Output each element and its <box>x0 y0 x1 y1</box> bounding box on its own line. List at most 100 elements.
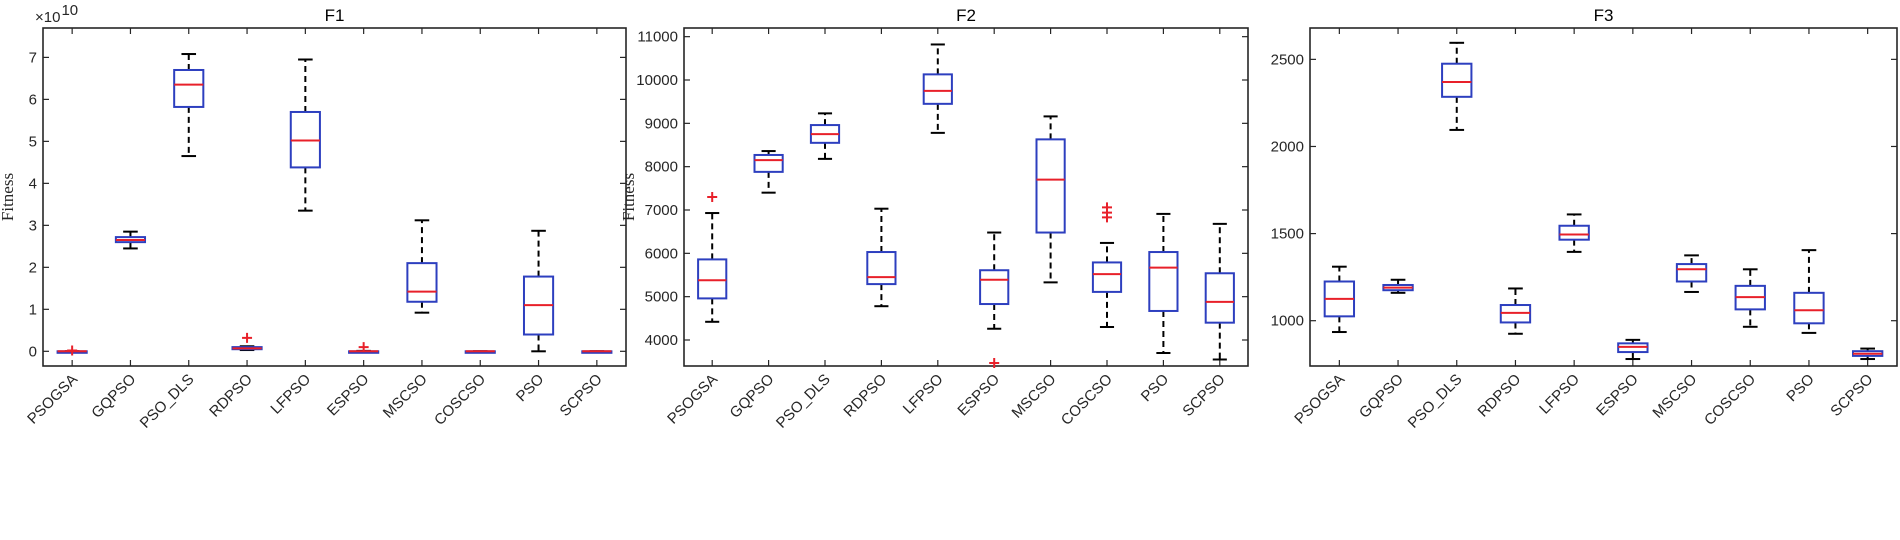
box-scpso <box>1851 347 1884 361</box>
box-lfpso <box>289 58 321 212</box>
box-psogsa <box>1323 265 1356 334</box>
iqr-box <box>979 269 1010 306</box>
x-tick-label: GQPSO <box>88 371 139 422</box>
x-tick-label: PSO_DLS <box>137 371 198 432</box>
y-axis-label: Fitness <box>619 173 638 221</box>
box-espso <box>348 342 380 354</box>
y-tick-label: 5 <box>29 133 37 150</box>
y-tick-label: 2 <box>29 259 37 276</box>
box-mscso <box>406 219 438 314</box>
x-tick-label: PSOGSA <box>1291 371 1348 428</box>
iqr-box <box>1148 251 1179 312</box>
y-tick-label: 5000 <box>645 289 678 306</box>
x-tick-label: ESPSO <box>324 371 373 420</box>
y-tick-label: 6000 <box>645 245 678 262</box>
box-lfpso <box>1558 213 1590 253</box>
x-tick-label: PSOGSA <box>24 371 81 428</box>
x-tick-label: MSCSO <box>380 371 431 422</box>
box-coscso <box>1091 202 1123 328</box>
x-tick-label: COSCSO <box>1701 371 1759 429</box>
outlier-marker <box>1102 202 1112 213</box>
outlier-marker <box>989 357 1000 368</box>
box-espso <box>1617 338 1649 361</box>
y-tick-label: 0 <box>29 343 37 360</box>
box-gqpso <box>114 230 147 250</box>
y-tick-label: 7000 <box>645 202 678 219</box>
box-lfpso <box>922 43 953 134</box>
chart-title: F1 <box>325 6 345 25</box>
y-tick-label: 4000 <box>645 332 678 349</box>
x-tick-label: SCPSO <box>1179 371 1228 420</box>
iqr-box <box>1091 261 1123 293</box>
x-tick-label: COSCSO <box>431 371 489 429</box>
x-tick-label: PSO <box>1138 371 1172 405</box>
y-tick-label: 1 <box>29 301 37 318</box>
x-tick-label: PSO_DLS <box>1405 371 1466 432</box>
iqr-box <box>1793 291 1825 325</box>
x-tick-label: ESPSO <box>1593 371 1642 420</box>
box-rdpso <box>866 207 897 308</box>
iqr-box <box>1558 224 1590 241</box>
outlier-marker <box>358 342 369 353</box>
box-mscso <box>1035 115 1066 284</box>
x-tick-label: GQPSO <box>727 371 778 422</box>
plot-frame <box>42 27 627 367</box>
plot-frame <box>1309 27 1898 367</box>
x-tick-label: MSCSO <box>1009 371 1060 422</box>
iqr-box <box>753 153 784 173</box>
x-tick-label: LFPSO <box>900 371 947 418</box>
chart-2: F2 4000 5000 6000 7000 8000 9000 10000 11000 Fitn… <box>619 6 1249 432</box>
outlier-marker <box>242 332 253 343</box>
box-mscso <box>1675 254 1708 293</box>
y-tick-label: 2000 <box>1271 138 1304 155</box>
x-tick-label: PSO <box>1783 371 1817 405</box>
box-pso-dls <box>1441 41 1473 131</box>
x-tick-label: GQPSO <box>1356 371 1407 422</box>
iqr-box <box>697 258 728 300</box>
y-tick-label: 9000 <box>645 115 678 132</box>
y-tick-label: 1500 <box>1271 226 1304 243</box>
box-gqpso <box>753 150 784 194</box>
x-tick-label: ESPSO <box>954 371 1003 420</box>
box-psogsa <box>697 192 728 323</box>
box-pso <box>522 229 555 353</box>
y-axis-label: Fitness <box>0 173 17 221</box>
x-tick-label: RDPSO <box>840 371 890 421</box>
x-tick-label: PSOGSA <box>664 371 721 428</box>
iqr-box <box>173 68 205 108</box>
outlier-marker <box>707 192 718 202</box>
y-tick-label: 2500 <box>1271 51 1304 68</box>
x-tick-label: MSCSO <box>1649 371 1700 422</box>
chart-1: F1 ×10 10 0 1 2 3 4 5 6 7 Fitness PSOGSA GQPSOPSO_DLS… <box>0 2 627 432</box>
y-tick-label: 3 <box>29 217 37 234</box>
iqr-box <box>866 251 897 286</box>
x-tick-label: RDPSO <box>206 371 256 421</box>
iqr-box <box>1675 263 1708 283</box>
x-tick-label: PSO <box>513 371 547 405</box>
x-tick-label: RDPSO <box>1475 371 1525 421</box>
iqr-box <box>922 73 953 105</box>
box-espso <box>979 231 1010 368</box>
plot-frame <box>683 27 1249 367</box>
y-tick-label: 10000 <box>636 72 678 89</box>
y-tick-label: 4 <box>29 175 37 192</box>
iqr-box <box>1204 272 1235 324</box>
x-tick-label: PSO_DLS <box>773 371 834 432</box>
y-tick-label: 6 <box>29 91 37 108</box>
y-tick-label: 1000 <box>1271 313 1304 330</box>
chart-title: F3 <box>1594 6 1614 25</box>
box-pso <box>1793 249 1825 334</box>
x-tick-label: SCPSO <box>1827 371 1876 420</box>
box-gqpso <box>1382 278 1414 294</box>
box-pso <box>1148 212 1179 354</box>
axis-exponent-power: 10 <box>61 2 78 19</box>
iqr-box <box>1441 62 1473 98</box>
x-tick-label: COSCSO <box>1058 371 1116 429</box>
axis-exponent-label: ×10 <box>35 9 60 26</box>
box-scpso <box>1204 222 1235 361</box>
box-rdpso <box>1499 287 1532 335</box>
box-coscso <box>1734 268 1766 328</box>
box-coscso <box>464 350 496 354</box>
